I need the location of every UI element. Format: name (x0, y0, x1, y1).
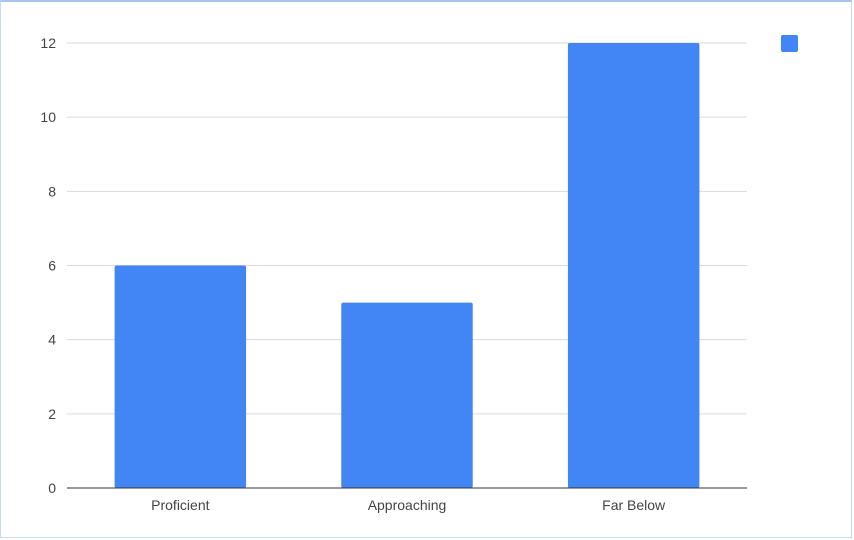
y-tick-label-2: 2 (48, 406, 56, 422)
bar-proficient[interactable] (114, 265, 247, 489)
x-axis-ticks: Proficient Approaching Far Below (151, 497, 666, 513)
x-tick-label-proficient: Proficient (151, 497, 209, 513)
y-tick-label-0: 0 (48, 480, 56, 496)
bars (114, 43, 700, 489)
y-axis-ticks: 0 2 4 6 8 10 12 (40, 35, 56, 496)
bar-far-below[interactable] (567, 43, 700, 488)
x-tick-label-far-below: Far Below (602, 497, 666, 513)
y-tick-label-10: 10 (40, 109, 56, 125)
y-tick-label-4: 4 (48, 332, 56, 348)
y-tick-label-8: 8 (48, 183, 56, 199)
y-tick-label-12: 12 (40, 35, 56, 51)
x-tick-label-approaching: Approaching (368, 497, 447, 513)
y-tick-label-6: 6 (48, 258, 56, 274)
legend-swatch (781, 35, 798, 52)
bar-approaching[interactable] (341, 302, 473, 488)
